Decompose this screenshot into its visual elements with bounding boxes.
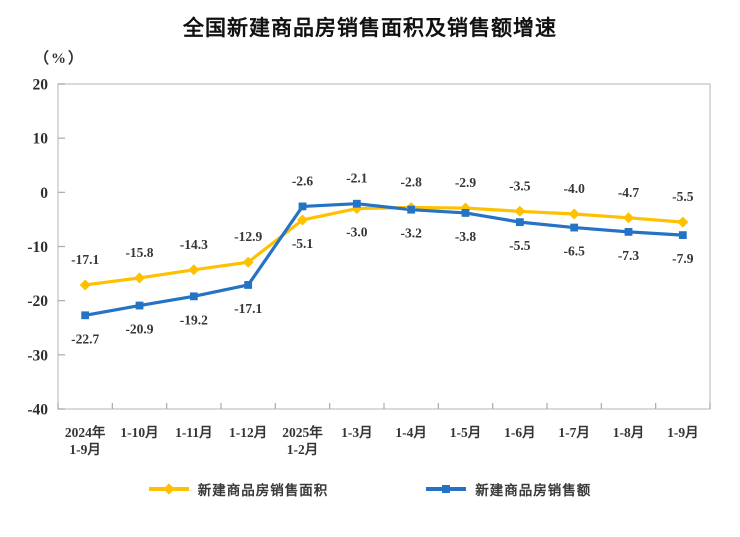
x-axis-category-label: 1-3月 [341,425,373,440]
data-label: -17.1 [234,301,262,316]
square-marker [407,205,416,214]
chart-title: 全国新建商品房销售面积及销售额增速 [183,17,557,40]
diamond-marker [79,279,91,291]
x-axis-category-label: 1-12月 [229,425,267,440]
data-label: -17.1 [71,252,99,267]
x-axis-category-label: 1-8月 [613,425,645,440]
data-label: -5.1 [292,236,314,251]
square-marker [624,227,633,236]
data-label: -19.2 [180,312,208,327]
x-axis-category-label: 2025年 1-2月 [282,424,323,457]
data-label: -12.9 [234,229,262,244]
diamond-marker-icon [163,483,175,495]
line-chart-plot: 20 10 0 -10 -20 -30 -40 2024年 1-9月 1-10月 1-11月 1-12… [27,77,711,457]
data-label: -2.6 [292,173,314,188]
data-label: -2.8 [400,175,422,190]
y-axis-tick-label: 20 [33,77,49,94]
data-label: -2.9 [455,175,477,190]
data-label: -5.5 [672,189,694,204]
x-axis-category-label: 2024年 1-9月 [65,424,106,457]
plot-border [57,83,711,410]
square-marker [461,209,470,217]
square-marker [81,311,90,320]
data-label: -20.9 [125,322,153,337]
data-label: -5.5 [509,238,531,253]
x-axis-category-label: 1-11月 [175,425,213,440]
data-label: -3.0 [346,225,368,240]
x-axis-category-label: 1-5月 [450,425,482,440]
diamond-marker [568,208,580,220]
square-marker [244,281,253,289]
square-marker [135,301,144,310]
diamond-marker [677,216,689,228]
diamond-marker [296,214,309,226]
sales-amount-line-swatch [426,485,467,493]
data-label: -4.0 [563,181,585,196]
y-axis-tick-label: -40 [27,402,48,419]
diamond-marker [188,264,200,276]
data-label: -4.7 [618,185,640,200]
x-axis-category-label: 1-4月 [395,425,427,440]
y-axis-tick-label: 10 [33,131,49,148]
data-label: -3.2 [400,226,422,241]
diamond-marker [622,212,635,224]
x-axis-category-label: 1-7月 [558,425,590,440]
legend-item-sales-amount: 新建商品房销售额 [426,479,591,499]
data-label: -7.3 [618,248,640,263]
data-label: -3.8 [455,229,477,244]
legend-item-sales-area: 新建商品房销售面积 [148,479,329,499]
y-axis-tick-label: 0 [40,185,48,202]
diamond-marker [514,205,526,217]
y-axis-unit-label: （%） [34,51,86,67]
data-label: -14.3 [180,237,208,252]
y-axis-tick-label: -20 [27,293,48,310]
square-marker-icon [442,485,451,493]
series-line-1 [83,202,685,317]
x-axis-category-label: 1-10月 [120,425,158,440]
sales-amount-legend-label: 新建商品房销售额 [475,483,592,498]
data-label: -6.5 [563,244,585,259]
sales-area-legend-label: 新建商品房销售面积 [197,483,329,498]
data-label: -22.7 [71,331,99,346]
series-line-0 [83,205,685,287]
chart-legend: 新建商品房销售面积 新建商品房销售额 [0,478,740,500]
x-axis-category-label: 1-9月 [667,425,699,440]
square-marker [189,292,198,301]
y-axis-tick-label: -30 [27,347,48,364]
square-marker [678,231,687,240]
square-marker [515,218,524,227]
diamond-marker [133,272,146,284]
data-label: -3.5 [509,178,531,193]
square-marker [298,202,307,211]
data-label: -2.1 [346,171,368,186]
sales-area-line-swatch [148,483,189,495]
y-axis-tick-label: -10 [27,239,48,256]
data-label: -15.8 [125,245,153,260]
square-marker [570,223,579,232]
data-label: -7.9 [672,251,694,266]
x-axis-category-label: 1-6月 [504,425,536,440]
square-marker [352,199,361,208]
